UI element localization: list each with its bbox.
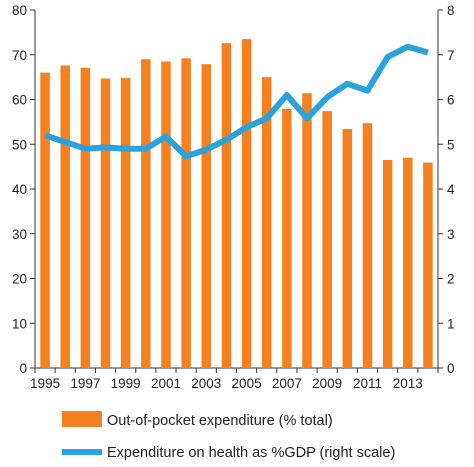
bar-out-of-pocket [423, 162, 433, 368]
bar-out-of-pocket [161, 61, 171, 369]
x-tick-label: 2003 [191, 376, 221, 391]
x-tick-label: 2013 [393, 376, 423, 391]
x-tick-label: 2005 [232, 376, 262, 391]
legend-label-health-gdp: Expenditure on health as %GDP (right sca… [107, 445, 395, 461]
x-tick-label: 2001 [151, 376, 181, 391]
x-tick-label: 1999 [111, 376, 141, 391]
bar-out-of-pocket [302, 93, 312, 369]
bar-out-of-pocket [221, 43, 232, 369]
bar-out-of-pocket [181, 58, 191, 369]
right-tick-label: 8 [447, 3, 455, 18]
series-line-health-gdp [44, 43, 429, 160]
bar-out-of-pocket [403, 157, 413, 368]
bar-out-of-pocket [322, 111, 332, 368]
bar-out-of-pocket [282, 108, 292, 369]
left-tick-label: 80 [12, 3, 27, 18]
bar-out-of-pocket [141, 59, 151, 368]
left-tick-label: 70 [12, 48, 27, 63]
x-tick-label: 1995 [30, 376, 60, 391]
left-tick-label: 50 [12, 137, 27, 152]
right-tick-label: 2 [447, 272, 455, 287]
left-tick-label: 60 [12, 93, 27, 108]
bar-out-of-pocket [261, 77, 272, 368]
x-tick-label: 2011 [353, 376, 382, 391]
legend-swatch-out-of-pocket [62, 411, 102, 427]
x-tick-label: 1997 [70, 376, 100, 391]
bar-out-of-pocket [241, 39, 252, 369]
right-tick-label: 6 [447, 93, 455, 108]
bar-out-of-pocket [40, 72, 50, 369]
axes: 0 10 20 30 40 50 60 70 80 0 1 2 3 4 5 6 7 8 1995 1997 1999 20… [12, 3, 455, 391]
bar-out-of-pocket [362, 123, 373, 368]
left-tick-label: 40 [12, 182, 27, 197]
bars [40, 39, 433, 369]
right-tick-label: 3 [447, 227, 455, 242]
x-tick-label: 2009 [312, 376, 342, 391]
bar-out-of-pocket [60, 65, 70, 369]
left-tick-label: 30 [12, 227, 27, 242]
bar-out-of-pocket [100, 78, 111, 368]
bar-out-of-pocket [382, 159, 393, 368]
health-gdp-line [44, 43, 429, 160]
bar-out-of-pocket [80, 67, 91, 368]
right-tick-label: 7 [447, 48, 455, 63]
right-tick-label: 0 [447, 361, 455, 376]
right-tick-label: 5 [447, 137, 455, 152]
right-tick-label: 1 [447, 316, 455, 331]
left-tick-label: 20 [12, 272, 27, 287]
right-tick-label: 4 [447, 182, 455, 197]
bar-out-of-pocket [342, 129, 353, 368]
legend: Out-of-pocket expenditure (% total) Expe… [62, 411, 395, 461]
x-tick-label: 2007 [272, 376, 302, 391]
bar-out-of-pocket [120, 78, 131, 369]
left-tick-label: 10 [12, 316, 27, 331]
legend-label-out-of-pocket: Out-of-pocket expenditure (% total) [107, 413, 333, 429]
left-tick-label: 0 [19, 361, 27, 376]
bar-out-of-pocket [201, 64, 212, 369]
